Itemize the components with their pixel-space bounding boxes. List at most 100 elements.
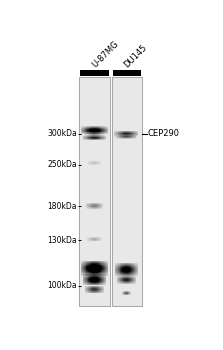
Bar xyxy=(94,273,95,274)
Bar xyxy=(105,262,106,263)
Bar xyxy=(99,265,100,266)
Bar xyxy=(86,275,87,276)
Bar xyxy=(81,271,82,272)
Bar xyxy=(98,276,99,277)
Bar xyxy=(88,274,89,275)
Bar xyxy=(82,271,83,272)
Bar xyxy=(99,271,100,272)
Bar xyxy=(128,274,129,275)
Bar xyxy=(132,271,133,272)
Bar xyxy=(92,284,93,285)
Bar xyxy=(126,269,127,270)
Bar xyxy=(90,270,91,271)
Bar xyxy=(103,271,104,272)
Bar xyxy=(98,272,99,273)
Bar xyxy=(87,264,88,265)
Bar xyxy=(122,272,123,273)
Bar xyxy=(100,264,101,265)
Bar xyxy=(133,275,134,276)
Bar xyxy=(81,272,82,273)
Bar xyxy=(95,283,96,284)
Bar xyxy=(107,273,108,274)
Bar xyxy=(103,273,104,274)
Bar xyxy=(91,261,92,262)
Bar xyxy=(131,264,132,265)
Bar xyxy=(131,265,132,266)
Bar xyxy=(119,266,120,267)
Text: 300kDa: 300kDa xyxy=(47,129,77,138)
Bar xyxy=(131,275,132,276)
Bar xyxy=(100,267,101,268)
Bar xyxy=(102,276,103,277)
Bar xyxy=(105,275,106,276)
Bar xyxy=(130,264,131,265)
Bar xyxy=(92,274,93,275)
Bar xyxy=(104,264,105,265)
Bar xyxy=(87,277,88,278)
Bar xyxy=(128,266,129,267)
Bar xyxy=(93,270,94,271)
Bar xyxy=(134,265,135,266)
Bar xyxy=(98,283,99,284)
Bar xyxy=(101,261,102,262)
Text: DU145: DU145 xyxy=(122,43,149,70)
Bar xyxy=(124,263,125,264)
Bar xyxy=(97,273,98,274)
Bar xyxy=(82,264,83,265)
Bar xyxy=(85,264,86,265)
Bar xyxy=(91,263,92,264)
Bar xyxy=(101,277,102,278)
Bar xyxy=(116,269,117,270)
Bar xyxy=(102,268,103,269)
Bar xyxy=(97,274,98,275)
Bar xyxy=(104,269,105,270)
Bar xyxy=(133,265,134,266)
Bar xyxy=(84,268,85,269)
Bar xyxy=(132,273,133,274)
Bar xyxy=(85,263,86,264)
Bar xyxy=(100,271,101,272)
Bar xyxy=(85,282,86,283)
Bar xyxy=(100,275,101,276)
Bar xyxy=(96,280,97,281)
Bar xyxy=(97,272,98,273)
Bar xyxy=(97,279,98,280)
Bar xyxy=(134,267,135,268)
Bar xyxy=(101,283,102,284)
Bar xyxy=(104,281,105,282)
Bar xyxy=(83,278,84,279)
Bar xyxy=(119,268,120,269)
Bar xyxy=(103,275,104,276)
Bar xyxy=(136,269,137,270)
Bar xyxy=(95,281,96,282)
Bar xyxy=(87,274,88,275)
Bar xyxy=(92,279,93,280)
Bar xyxy=(90,284,91,285)
Bar xyxy=(103,265,104,266)
Bar xyxy=(124,271,125,272)
Bar xyxy=(90,279,91,280)
Bar xyxy=(87,280,88,281)
Bar xyxy=(103,274,104,275)
Bar xyxy=(98,262,99,263)
Bar xyxy=(95,270,96,271)
Bar xyxy=(92,265,93,266)
Bar xyxy=(120,273,121,274)
Bar xyxy=(83,270,84,271)
Bar xyxy=(104,283,105,284)
Bar xyxy=(124,268,125,269)
Bar xyxy=(97,284,98,285)
Bar xyxy=(103,262,104,263)
Bar xyxy=(118,267,119,268)
Bar xyxy=(122,271,123,272)
Bar xyxy=(82,268,83,269)
Bar xyxy=(134,271,135,272)
Bar xyxy=(99,275,100,276)
Bar xyxy=(94,279,95,280)
Bar xyxy=(99,283,100,284)
Bar xyxy=(133,267,134,268)
Bar xyxy=(90,281,91,282)
Bar xyxy=(95,273,96,274)
Bar xyxy=(89,269,90,270)
Bar xyxy=(86,276,87,277)
